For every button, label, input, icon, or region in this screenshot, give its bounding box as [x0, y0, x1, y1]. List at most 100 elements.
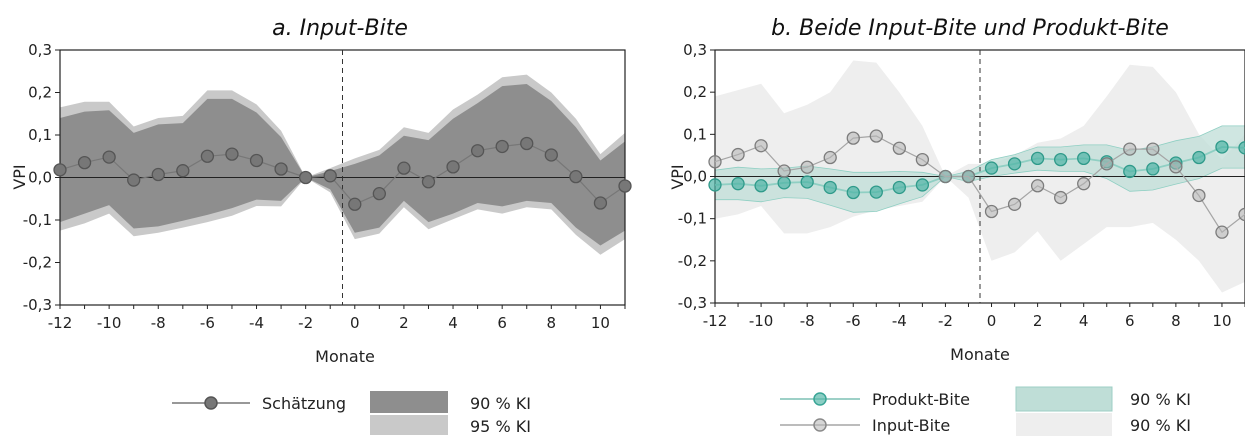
x-tick-label: -6 — [846, 312, 861, 330]
x-tick-label: -8 — [800, 312, 815, 330]
data-point — [1123, 142, 1137, 156]
data-point — [915, 152, 930, 167]
y-tick-label: 0,3 — [683, 41, 707, 59]
data-point — [397, 161, 411, 175]
data-point — [731, 177, 745, 191]
data-point — [544, 148, 558, 162]
data-point — [800, 175, 814, 189]
data-point — [249, 153, 264, 168]
legend-produkt-label: Produkt-Bite — [872, 390, 970, 409]
x-tick-label: -10 — [749, 312, 774, 330]
x-tick-label: 2 — [399, 314, 409, 332]
y-tick-label: -0,3 — [678, 294, 707, 312]
data-point — [731, 147, 745, 162]
x-tick-label: 6 — [1125, 312, 1135, 330]
data-point — [1054, 190, 1068, 205]
x-tick-label: -6 — [200, 314, 215, 332]
data-point — [869, 129, 883, 143]
data-point — [1215, 225, 1229, 239]
panel-b-ylabel: VPI — [668, 164, 687, 189]
x-tick-label: -4 — [892, 312, 907, 330]
data-point — [348, 197, 362, 211]
data-point — [754, 139, 768, 153]
data-point — [593, 196, 608, 210]
data-point — [869, 185, 883, 199]
y-tick-label: 0,3 — [28, 41, 52, 59]
x-tick-label: 0 — [350, 314, 360, 332]
panel-b-ticks: -0,3 -0,2 -0,1 0,0 0,1 0,2 0,3 -12 -10 -8 -6 -4 -2 0 2… — [678, 41, 1245, 330]
data-point — [470, 144, 485, 158]
x-tick-label: -12 — [48, 314, 73, 332]
legend-ci95-swatch — [370, 415, 448, 435]
y-tick-label: 0,2 — [28, 84, 52, 102]
panel-b-legend: Produkt-Bite 90 % KI Input-Bite 90 % KI — [780, 386, 1191, 436]
y-tick-label: 0,1 — [683, 125, 707, 143]
legend-produkt-ci-label: 90 % KI — [1130, 390, 1191, 409]
y-tick-label: -0,3 — [23, 296, 52, 314]
legend-ci90-label: 90 % KI — [470, 394, 531, 413]
x-tick-label: -12 — [703, 312, 728, 330]
data-point — [754, 179, 768, 193]
data-point — [1007, 157, 1022, 171]
legend-produkt-marker — [813, 392, 827, 406]
panel-a: a. Input-Bite -0,3 -0,2 -0,1 0,0 0,1 0,2 0,3 -1… — [10, 16, 632, 436]
panel-a-bands — [60, 74, 625, 255]
panel-a-ylabel: VPI — [10, 164, 29, 189]
data-point — [1238, 207, 1245, 222]
data-point — [127, 173, 141, 187]
data-point — [708, 155, 722, 169]
data-point — [53, 163, 67, 177]
data-point — [1123, 164, 1137, 179]
x-tick-label: 8 — [1171, 312, 1181, 330]
data-point — [299, 170, 313, 185]
x-tick-label: -2 — [938, 312, 953, 330]
data-point — [984, 204, 999, 219]
data-point — [372, 186, 386, 201]
data-point — [323, 169, 337, 183]
data-point — [1030, 151, 1045, 166]
data-point — [984, 161, 999, 175]
legend-input-label: Input-Bite — [872, 416, 950, 435]
data-point — [102, 150, 116, 164]
panel-b-series — [708, 129, 1245, 239]
y-tick-label: 0,2 — [683, 83, 707, 101]
panel-a-xlabel: Monate — [315, 347, 375, 366]
legend-ci95-label: 95 % KI — [470, 417, 531, 436]
panel-a-title: a. Input-Bite — [272, 16, 408, 41]
data-point — [569, 169, 583, 184]
data-point — [176, 164, 190, 178]
x-tick-label: -8 — [151, 314, 166, 332]
x-tick-label: 10 — [591, 314, 610, 332]
panel-b-xlabel: Monate — [950, 345, 1010, 364]
data-point — [225, 147, 239, 161]
panel-a-series — [53, 136, 632, 211]
data-point — [274, 162, 288, 176]
y-tick-label: -0,2 — [23, 254, 52, 272]
legend-estimate-marker — [204, 396, 218, 410]
x-tick-label: 8 — [547, 314, 557, 332]
panel-b-title: b. Beide Input-Bite und Produkt-Bite — [771, 16, 1169, 41]
data-point — [151, 167, 165, 182]
data-point — [938, 169, 953, 184]
data-point — [777, 176, 791, 190]
x-tick-label: -4 — [249, 314, 264, 332]
data-point — [1215, 140, 1229, 154]
data-point — [1030, 179, 1045, 193]
data-point — [915, 178, 930, 192]
data-point — [892, 180, 906, 195]
y-tick-label: -0,2 — [678, 252, 707, 270]
data-point — [1146, 142, 1160, 156]
data-point — [892, 141, 906, 155]
data-point — [618, 179, 632, 193]
y-tick-label: -0,1 — [678, 210, 707, 228]
data-point — [1169, 160, 1183, 174]
x-tick-label: 10 — [1212, 312, 1231, 330]
x-tick-label: 4 — [1079, 312, 1089, 330]
data-point — [200, 149, 215, 163]
x-tick-label: -2 — [298, 314, 313, 332]
data-point — [800, 160, 814, 174]
data-point — [708, 178, 722, 192]
data-point — [520, 136, 534, 151]
data-point — [823, 150, 837, 165]
